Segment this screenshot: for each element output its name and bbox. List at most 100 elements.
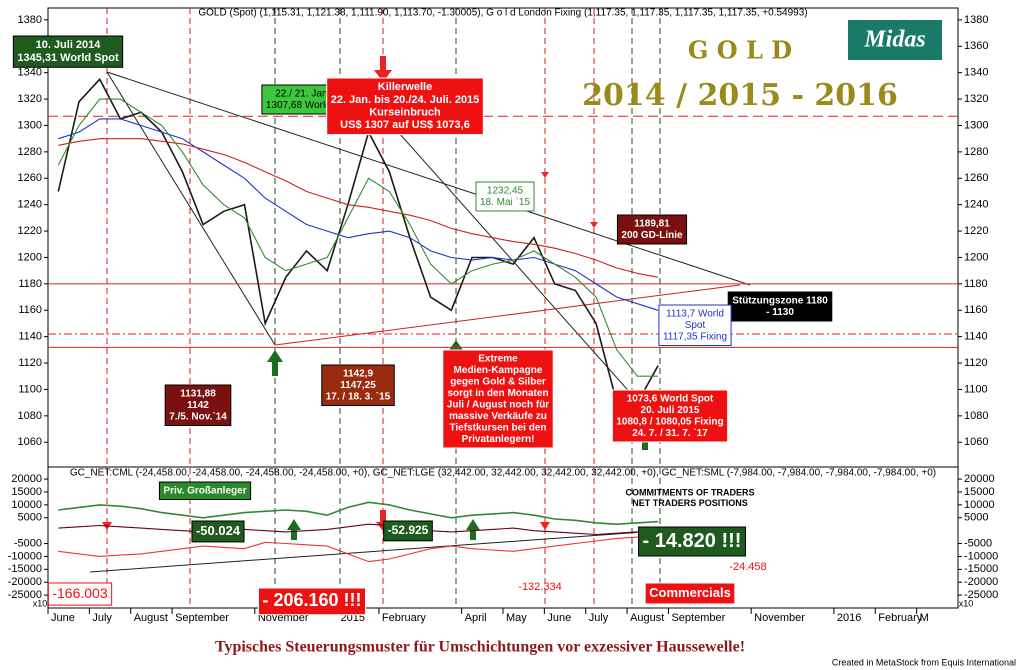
annotation-text: 1073,6 World Spot — [627, 393, 714, 404]
y-tick-label: 1180 — [18, 278, 42, 290]
annotation-box — [475, 181, 535, 212]
annotation-text: - 14.820 !!! — [643, 530, 742, 552]
annotation-box — [727, 291, 833, 322]
y-tick-label: 1240 — [18, 199, 42, 211]
annotation-box — [616, 214, 688, 245]
annotation-box — [383, 520, 433, 542]
credit: Created in MetaStock from Equis Internat… — [832, 657, 1016, 667]
annotation-text: 20. Juli 2015 — [641, 405, 700, 416]
y-tick-label: 1220 — [18, 225, 42, 237]
x-tick-label: July — [589, 612, 609, 624]
y-tick-label: 15000 — [11, 486, 42, 498]
y-tick-label: -25000 — [8, 589, 42, 601]
annotation-box — [47, 582, 113, 606]
annotation: -166.003 — [47, 582, 113, 606]
annotation-box — [644, 582, 736, 605]
y-tick-label: 10000 — [11, 499, 42, 511]
y-tick-label: -15000 — [964, 563, 998, 575]
series-line — [57, 98, 659, 377]
y-tick-label: 1180 — [964, 278, 988, 290]
annotation-text: gegen Gold & Silber — [450, 376, 546, 387]
x-tick-label: August — [134, 612, 168, 624]
annotation-box — [158, 481, 252, 500]
series-line — [58, 523, 659, 536]
annotation-text: Killerwelle — [378, 81, 432, 93]
caption: Typisches Steuerungsmuster für Umschicht… — [215, 639, 745, 656]
annotation-text: 1117,35 Fixing — [663, 331, 727, 342]
panel-header: GOLD (Spot) (1,115.31, 1,121.38, 1,111.9… — [198, 8, 807, 19]
y-tick-label: 1380 — [18, 14, 42, 26]
y-tick-label: 1240 — [964, 199, 988, 211]
annotation-box — [12, 35, 124, 68]
y-tick-label: 1100 — [18, 383, 42, 395]
trend-lines — [89, 71, 751, 573]
annotation-text: 1142,9 — [343, 368, 373, 379]
x-tick-label: M — [920, 612, 929, 624]
annotation: -132.334 — [518, 581, 561, 593]
y-tick-label: 1340 — [964, 67, 988, 79]
y-tick-label: 1280 — [964, 146, 988, 158]
annotation-text: Kurseinbruch — [369, 107, 441, 119]
annotation-text: Priv. Großanleger — [163, 485, 246, 496]
annotation-box — [326, 77, 484, 136]
y-tick-label: 1080 — [964, 410, 988, 422]
y-tick-label: 1080 — [18, 410, 42, 422]
y-tick-label: 1160 — [18, 304, 42, 316]
annotation-text: -24.458 — [729, 561, 766, 573]
annotation-text: 1232,45 — [487, 185, 524, 196]
y-tick-label: 5000 — [964, 512, 988, 524]
y-tick-label: 1060 — [964, 436, 988, 448]
y-tick-label: 1380 — [964, 14, 988, 26]
x-tick-label: June — [547, 612, 571, 624]
annotation: Commercials — [644, 582, 736, 605]
y-tick-label: -10000 — [964, 550, 998, 562]
date-lines — [106, 8, 661, 608]
y-tick-label: -20000 — [8, 576, 42, 588]
annotation-text: 10. Juli 2014 — [36, 39, 102, 51]
series-line — [57, 77, 659, 404]
y-tick-label: 15000 — [964, 486, 995, 498]
y-tick-label: 1100 — [964, 383, 988, 395]
annotation-text: -52.925 — [388, 523, 429, 537]
annotation-text: Tiefstkursen bei den — [449, 422, 546, 433]
series-line — [58, 138, 659, 278]
annotation-box — [257, 587, 367, 616]
annotation-text: 1113,7 World — [666, 308, 724, 319]
annotation-text: 1142 — [187, 400, 209, 411]
y-tick-label: -25000 — [964, 589, 998, 601]
y-tick-label: 5000 — [18, 512, 42, 524]
y-tick-label: -15000 — [8, 563, 42, 575]
annotation: Priv. Großanleger — [158, 481, 252, 500]
x-tick-label: May — [506, 612, 527, 624]
annotation: - 14.820 !!! — [638, 526, 746, 557]
annotation-text: Privatanlegern! — [462, 434, 535, 445]
x-tick-label: February — [382, 612, 427, 624]
annotation-text: 7./5. Nov.`14 — [169, 411, 227, 422]
x-tick-label: June — [51, 612, 75, 624]
y-tick-label: 1140 — [18, 331, 42, 343]
x-tick-label: September — [175, 612, 229, 624]
y-tick-label: 10000 — [964, 499, 995, 511]
y-tick-label: 20000 — [11, 473, 42, 485]
annotation-box — [164, 384, 232, 426]
y-tick-label: 1120 — [18, 357, 42, 369]
annotation-text: Medien-Kampagne — [454, 365, 543, 376]
annotation-text: sorgt in den Monaten — [447, 388, 548, 399]
y-tick-label: 1320 — [18, 93, 42, 105]
annotation: - 206.160 !!! — [257, 587, 367, 616]
y-tick-label: 1260 — [18, 172, 42, 184]
panel-header: GC_NET:CML (-24,458.00, -24,458.00, -24,… — [70, 468, 936, 479]
subheading: 2014 / 2015 - 2016 — [582, 78, 898, 113]
annotation-box — [321, 364, 395, 406]
annotation-text: NET TRADERS POSITIONS — [632, 498, 748, 508]
heading: G O L D — [688, 36, 792, 65]
y-tick-label: 1060 — [18, 436, 42, 448]
annotation-text: 1080,8 / 1080,05 Fixing — [616, 416, 723, 427]
annotation-text: COMMITMENTS OF TRADERS — [626, 488, 755, 498]
